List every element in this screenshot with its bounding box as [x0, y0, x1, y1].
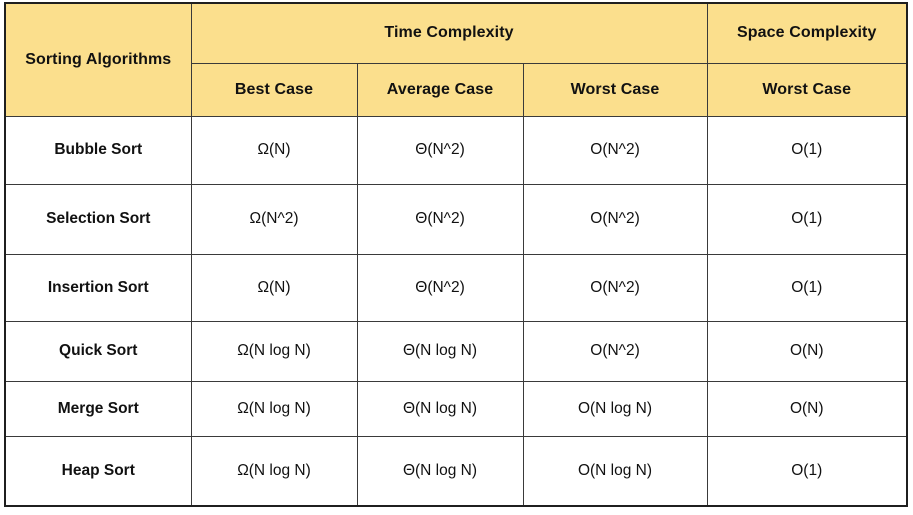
subheader-worst-case-space: Worst Case [706, 62, 908, 117]
group-header-row: Sorting Algorithms Time Complexity Space… [4, 2, 908, 117]
table-row: Merge Sort Ω(N log N) Θ(N log N) O(N log… [4, 380, 908, 437]
algorithm-name-cell: Selection Sort [4, 183, 192, 255]
best-case-cell: Ω(N log N) [190, 380, 358, 437]
average-case-cell: Θ(N log N) [356, 435, 524, 507]
best-case-cell: Ω(N) [190, 115, 358, 185]
sub-header-row: Best Case Average Case Worst Case Worst … [5, 62, 908, 117]
worst-case-cell: O(N^2) [522, 320, 708, 382]
space-complexity-cell: O(1) [706, 115, 908, 185]
table-row: Selection Sort Ω(N^2) Θ(N^2) O(N^2) O(1) [4, 183, 908, 255]
sorting-complexity-table: Sorting Algorithms Time Complexity Space… [4, 2, 908, 507]
table-row: Heap Sort Ω(N log N) Θ(N log N) O(N log … [4, 435, 908, 507]
worst-case-cell: O(N^2) [522, 183, 708, 255]
best-case-cell: Ω(N^2) [190, 183, 358, 255]
subheader-worst-case-time: Worst Case [522, 62, 708, 117]
best-case-cell: Ω(N log N) [190, 435, 358, 507]
space-complexity-group-header: Space Complexity [706, 2, 908, 64]
space-complexity-cell: O(N) [706, 320, 908, 382]
best-case-cell: Ω(N log N) [190, 320, 358, 382]
complexity-table-container: Sorting Algorithms Time Complexity Space… [4, 2, 908, 507]
time-complexity-group-header: Time Complexity [190, 2, 708, 64]
average-case-cell: Θ(N^2) [356, 183, 524, 255]
algorithm-name-cell: Merge Sort [4, 380, 192, 437]
worst-case-cell: O(N^2) [522, 253, 708, 322]
space-complexity-cell: O(1) [706, 253, 908, 322]
average-case-cell: Θ(N log N) [356, 380, 524, 437]
worst-case-cell: O(N log N) [522, 380, 708, 437]
algorithm-name-cell: Bubble Sort [4, 115, 192, 185]
space-complexity-cell: O(N) [706, 380, 908, 437]
average-case-cell: Θ(N^2) [356, 253, 524, 322]
average-case-cell: Θ(N^2) [356, 115, 524, 185]
algorithm-name-cell: Quick Sort [4, 320, 192, 382]
space-complexity-cell: O(1) [706, 435, 908, 507]
average-case-cell: Θ(N log N) [356, 320, 524, 382]
subheader-average-case: Average Case [356, 62, 524, 117]
worst-case-cell: O(N log N) [522, 435, 708, 507]
table-row: Insertion Sort Ω(N) Θ(N^2) O(N^2) O(1) [4, 253, 908, 322]
table-row: Quick Sort Ω(N log N) Θ(N log N) O(N^2) … [4, 320, 908, 382]
space-complexity-cell: O(1) [706, 183, 908, 255]
algorithm-name-cell: Heap Sort [4, 435, 192, 507]
worst-case-cell: O(N^2) [522, 115, 708, 185]
corner-header-cell: Sorting Algorithms [4, 2, 192, 117]
best-case-cell: Ω(N) [190, 253, 358, 322]
algorithm-name-cell: Insertion Sort [4, 253, 192, 322]
table-row: Bubble Sort Ω(N) Θ(N^2) O(N^2) O(1) [4, 115, 908, 185]
subheader-best-case: Best Case [190, 62, 358, 117]
